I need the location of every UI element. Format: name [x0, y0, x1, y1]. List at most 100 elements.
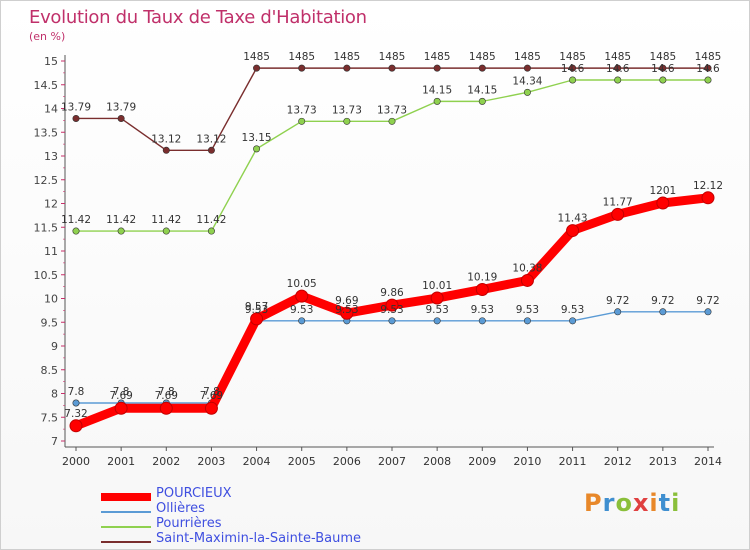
x-tick-label: 2004: [243, 455, 271, 468]
data-label-pourrieres: 14.6: [696, 63, 720, 75]
y-tick-label: 12.5: [34, 174, 59, 187]
data-point-saint_maximin: [298, 64, 306, 72]
data-label-pourcieux: 9.69: [335, 295, 358, 307]
data-point-saint_maximin: [253, 64, 261, 72]
data-label-pourrieres: 11.42: [61, 214, 91, 226]
data-label-saint_maximin: 13.12: [151, 133, 181, 145]
x-tick-label: 2000: [62, 455, 90, 468]
data-point-pourcieux: [701, 191, 715, 205]
data-label-saint_maximin: 13.79: [61, 101, 91, 113]
data-point-pourcieux: [611, 207, 625, 221]
data-label-pourcieux: 7.69: [200, 390, 223, 402]
data-label-saint_maximin: 1485: [514, 51, 541, 63]
x-tick-label: 2014: [694, 455, 722, 468]
data-label-ollieres: 9.53: [245, 304, 268, 316]
data-label-pourcieux: 7.32: [64, 408, 87, 420]
logo-text: Proxiti: [584, 489, 681, 517]
data-label-pourcieux: 12.12: [693, 180, 723, 192]
data-label-saint_maximin: 1485: [559, 51, 586, 63]
data-point-pourrieres: [207, 227, 215, 235]
data-label-pourcieux: 11.43: [558, 213, 588, 225]
data-label-ollieres: 9.53: [471, 304, 494, 316]
legend-swatch-ollieres: [101, 511, 151, 513]
data-label-pourrieres: 14.15: [422, 84, 452, 96]
data-label-pourrieres: 13.15: [242, 132, 272, 144]
legend-label: POURCIEUX: [156, 486, 232, 501]
data-point-ollieres: [72, 399, 80, 407]
data-point-pourrieres: [433, 97, 441, 105]
series-layer: [69, 64, 715, 433]
data-point-pourrieres: [72, 227, 80, 235]
data-label-pourrieres: 14.34: [512, 75, 542, 87]
y-tick-label: 14.5: [34, 79, 59, 92]
data-label-ollieres: 7.8: [158, 386, 175, 398]
data-label-pourcieux: 7.69: [109, 390, 132, 402]
data-point-pourcieux: [656, 196, 670, 210]
data-point-pourrieres: [253, 145, 261, 153]
x-tick-label: 2001: [107, 455, 135, 468]
x-tick-label: 2005: [288, 455, 316, 468]
data-label-saint_maximin: 1485: [695, 51, 722, 63]
data-point-pourrieres: [343, 117, 351, 125]
data-point-saint_maximin: [162, 146, 170, 154]
data-label-pourrieres: 13.73: [377, 104, 407, 116]
y-tick-label: 15: [44, 55, 58, 68]
data-point-ollieres: [523, 317, 531, 325]
x-tick-label: 2009: [468, 455, 496, 468]
legend-label: Saint-Maximin-la-Sainte-Baume: [156, 531, 361, 546]
data-label-saint_maximin: 1485: [424, 51, 451, 63]
data-label-pourrieres: 14.6: [651, 63, 675, 75]
data-point-pourrieres: [614, 76, 622, 84]
data-label-ollieres: 9.53: [561, 304, 584, 316]
data-point-saint_maximin: [478, 64, 486, 72]
data-label-pourcieux: 10.38: [512, 262, 542, 274]
data-point-pourrieres: [162, 227, 170, 235]
data-point-pourcieux: [114, 401, 128, 415]
y-tick-label: 13: [44, 150, 58, 163]
data-label-pourcieux: 7.69: [155, 390, 178, 402]
data-label-pourcieux: 10.05: [287, 278, 317, 290]
data-label-pourrieres: 14.6: [606, 63, 630, 75]
legend-swatch-pourcieux: [101, 493, 151, 501]
data-label-saint_maximin: 1485: [333, 51, 360, 63]
data-label-pourcieux: 10.19: [467, 271, 497, 283]
data-point-saint_maximin: [523, 64, 531, 72]
data-point-ollieres: [298, 317, 306, 325]
data-point-saint_maximin: [388, 64, 396, 72]
y-tick-label: 11: [44, 245, 58, 258]
y-tick-label: 10: [44, 293, 58, 306]
data-label-pourcieux: 9.86: [380, 287, 404, 299]
data-point-pourrieres: [298, 117, 306, 125]
data-label-ollieres: 9.53: [290, 304, 313, 316]
data-point-pourcieux: [69, 419, 83, 433]
data-point-saint_maximin: [569, 64, 577, 72]
data-point-pourcieux: [566, 224, 580, 238]
data-label-saint_maximin: 13.79: [106, 101, 136, 113]
data-point-pourrieres: [704, 76, 712, 84]
data-label-pourrieres: 14.15: [467, 84, 497, 96]
data-label-ollieres: 9.53: [425, 304, 448, 316]
data-label-layer: 13.79 13.79 13.12 13.12 1485 1485 1485 1485 1485…: [61, 51, 723, 420]
data-point-pourrieres: [388, 117, 396, 125]
data-label-saint_maximin: 13.12: [196, 133, 226, 145]
data-label-ollieres: 7.8: [113, 386, 130, 398]
data-point-pourrieres: [117, 227, 125, 235]
data-label-ollieres: 9.53: [335, 304, 358, 316]
y-tick-label: 8.5: [41, 364, 59, 377]
data-label-pourrieres: 13.73: [332, 104, 362, 116]
data-label-pourcieux: 10.01: [422, 280, 452, 292]
y-tick-label: 7.5: [41, 411, 59, 424]
y-tick-label: 12: [44, 198, 58, 211]
data-point-pourcieux: [385, 298, 399, 312]
data-label-pourrieres: 11.42: [196, 214, 226, 226]
data-point-saint_maximin: [704, 64, 712, 72]
data-point-saint_maximin: [614, 64, 622, 72]
data-label-ollieres: 9.72: [696, 295, 719, 307]
data-point-pourcieux: [204, 401, 218, 415]
axis-layer: 7 7.5 8 8.5 9 9.5 10 10.5 11 11.5 12 12.5 13 13.5 14 14…: [34, 55, 722, 468]
data-point-ollieres: [388, 317, 396, 325]
y-tick-label: 7: [51, 435, 58, 448]
x-tick-label: 2008: [423, 455, 451, 468]
y-tick-label: 9: [51, 340, 58, 353]
data-label-pourrieres: 14.6: [561, 63, 585, 75]
